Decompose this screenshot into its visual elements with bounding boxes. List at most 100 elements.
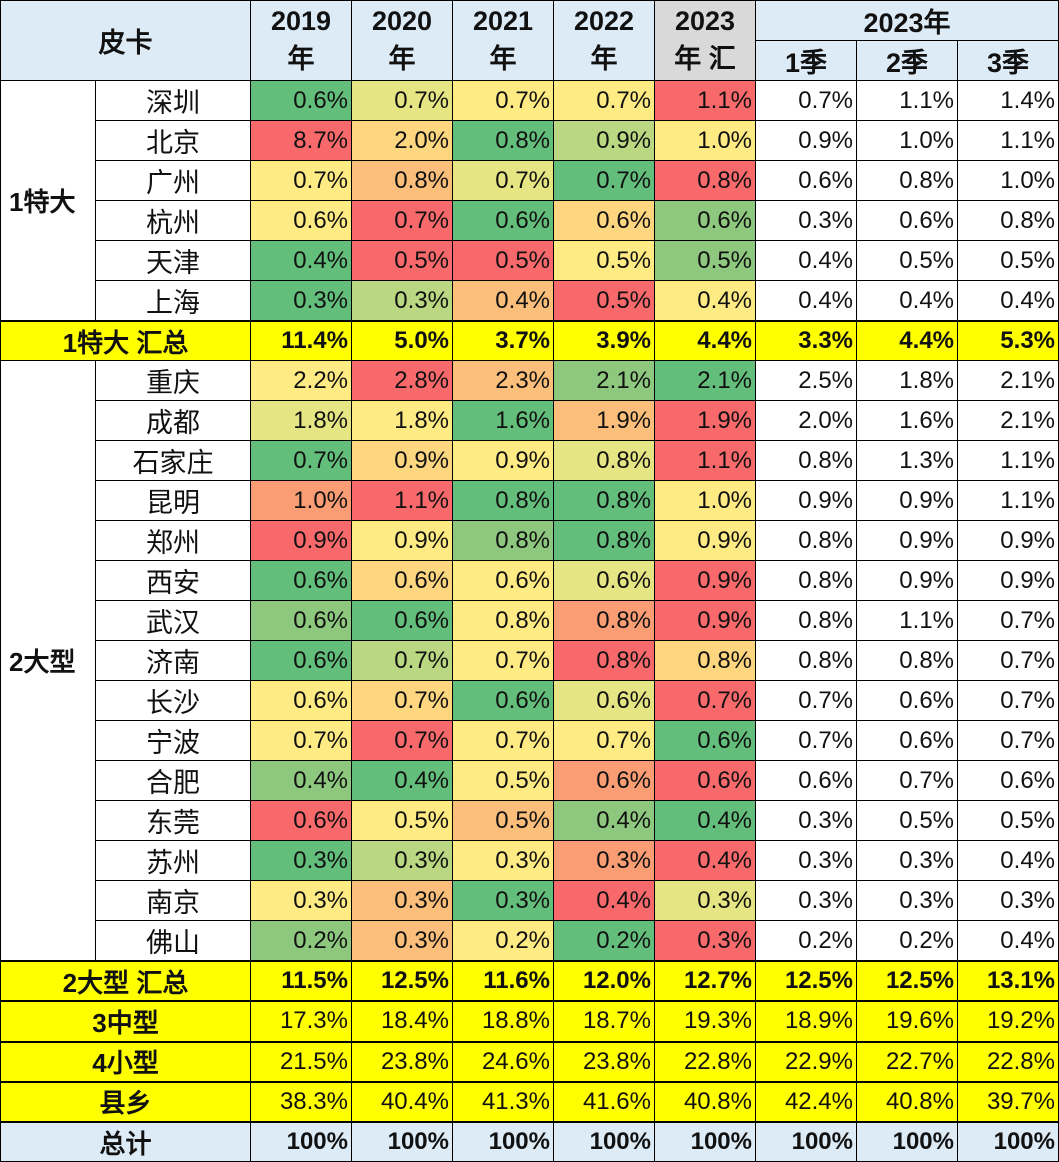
- value-cell: 40.4%: [351, 1080, 453, 1123]
- table-row: 广州 0.7% 0.8% 0.7% 0.7% 0.8% 0.6% 0.8% 1.0%: [1, 160, 1059, 201]
- city-label: 武汉: [95, 600, 251, 642]
- value-cell: 0.8%: [755, 440, 857, 482]
- value-cell: 0.7%: [452, 80, 554, 121]
- city-label: 上海: [95, 280, 251, 322]
- value-cell: 0.7%: [250, 720, 352, 762]
- value-cell: 0.8%: [856, 640, 958, 682]
- table-row: 西安 0.6% 0.6% 0.6% 0.6% 0.9% 0.8% 0.9% 0.9%: [1, 560, 1059, 602]
- city-label: 杭州: [95, 200, 251, 241]
- value-cell: 0.6%: [957, 760, 1059, 802]
- city-label: 深圳: [95, 80, 251, 121]
- value-cell: 0.6%: [452, 200, 554, 241]
- value-cell: 0.5%: [957, 800, 1059, 842]
- value-cell: 0.7%: [553, 160, 655, 201]
- value-cell: 1.6%: [452, 400, 554, 442]
- value-cell: 18.4%: [351, 1000, 453, 1043]
- value-cell: 38.3%: [250, 1080, 352, 1123]
- value-cell: 0.8%: [553, 640, 655, 682]
- value-cell: 2.0%: [351, 120, 453, 161]
- quarter-header: 3季: [957, 40, 1059, 81]
- value-cell: 0.8%: [553, 440, 655, 482]
- value-cell: 0.5%: [856, 800, 958, 842]
- value-cell: 0.3%: [351, 880, 453, 922]
- year-label: 2020: [371, 5, 433, 36]
- value-cell: 0.9%: [755, 120, 857, 161]
- value-cell: 11.4%: [250, 320, 352, 362]
- value-cell: 0.4%: [755, 280, 857, 322]
- value-cell: 100%: [957, 1120, 1059, 1162]
- value-cell: 0.6%: [351, 560, 453, 602]
- year-suffix: 年: [590, 43, 618, 74]
- value-cell: 4.4%: [856, 320, 958, 362]
- table-row: 北京 8.7% 2.0% 0.8% 0.9% 1.0% 0.9% 1.0% 1.1%: [1, 120, 1059, 161]
- value-cell: 0.7%: [957, 640, 1059, 682]
- year-header: 2021 年: [452, 0, 554, 81]
- value-cell: 0.9%: [856, 560, 958, 602]
- value-cell: 0.6%: [654, 720, 756, 762]
- city-label: 宁波: [95, 720, 251, 762]
- value-cell: 23.8%: [351, 1040, 453, 1083]
- value-cell: 0.8%: [755, 520, 857, 562]
- value-cell: 0.5%: [452, 800, 554, 842]
- value-cell: 0.7%: [755, 80, 857, 121]
- city-label: 东莞: [95, 800, 251, 842]
- value-cell: 4.4%: [654, 320, 756, 362]
- group-label: 2大型: [0, 360, 96, 963]
- value-cell: 3.9%: [553, 320, 655, 362]
- value-cell: 0.8%: [755, 560, 857, 602]
- value-cell: 1.0%: [654, 120, 756, 161]
- value-cell: 0.5%: [351, 800, 453, 842]
- year-header: 2022 年: [553, 0, 655, 81]
- value-cell: 0.8%: [452, 480, 554, 522]
- value-cell: 0.8%: [553, 600, 655, 642]
- value-cell: 1.1%: [957, 440, 1059, 482]
- value-cell: 0.5%: [553, 240, 655, 281]
- table-row: 天津 0.4% 0.5% 0.5% 0.5% 0.5% 0.4% 0.5% 0.5%: [1, 240, 1059, 281]
- value-cell: 0.3%: [250, 880, 352, 922]
- value-cell: 0.6%: [553, 760, 655, 802]
- value-cell: 0.7%: [553, 80, 655, 121]
- value-cell: 0.3%: [452, 880, 554, 922]
- value-cell: 100%: [755, 1120, 857, 1162]
- value-cell: 0.4%: [452, 280, 554, 322]
- year-suffix: 年: [489, 43, 517, 74]
- value-cell: 0.4%: [755, 240, 857, 281]
- value-cell: 0.6%: [452, 680, 554, 722]
- table-row: 东莞 0.6% 0.5% 0.5% 0.4% 0.4% 0.3% 0.5% 0.5%: [1, 800, 1059, 842]
- value-cell: 41.6%: [553, 1080, 655, 1123]
- city-label: 天津: [95, 240, 251, 281]
- value-cell: 0.7%: [351, 80, 453, 121]
- value-cell: 100%: [553, 1120, 655, 1162]
- value-cell: 0.3%: [755, 200, 857, 241]
- value-cell: 0.6%: [250, 640, 352, 682]
- value-cell: 17.3%: [250, 1000, 352, 1043]
- value-cell: 0.4%: [654, 280, 756, 322]
- value-cell: 18.9%: [755, 1000, 857, 1043]
- value-cell: 12.0%: [553, 960, 655, 1002]
- value-cell: 0.6%: [250, 600, 352, 642]
- value-cell: 11.6%: [452, 960, 554, 1002]
- value-cell: 0.7%: [957, 680, 1059, 722]
- value-cell: 0.5%: [957, 240, 1059, 281]
- value-cell: 39.7%: [957, 1080, 1059, 1123]
- value-cell: 19.3%: [654, 1000, 756, 1043]
- value-cell: 0.7%: [351, 720, 453, 762]
- value-cell: 0.3%: [654, 880, 756, 922]
- value-cell: 0.4%: [957, 840, 1059, 882]
- value-cell: 1.0%: [856, 120, 958, 161]
- value-cell: 0.8%: [452, 120, 554, 161]
- value-cell: 0.7%: [957, 600, 1059, 642]
- value-cell: 0.7%: [452, 160, 554, 201]
- tier-label: 县乡: [0, 1080, 251, 1123]
- value-cell: 0.7%: [351, 200, 453, 241]
- city-label: 石家庄: [95, 440, 251, 482]
- tier-row: 3中型 17.3% 18.4% 18.8% 18.7% 19.3% 18.9% 19.6% 19…: [0, 1000, 1059, 1043]
- value-cell: 0.3%: [755, 800, 857, 842]
- value-cell: 1.0%: [654, 480, 756, 522]
- value-cell: 0.6%: [755, 160, 857, 201]
- value-cell: 11.5%: [250, 960, 352, 1002]
- value-cell: 0.5%: [856, 240, 958, 281]
- value-cell: 0.3%: [452, 840, 554, 882]
- value-cell: 0.2%: [553, 920, 655, 962]
- table-row: 2大型 重庆 2.2% 2.8% 2.3% 2.1% 2.1% 2.5% 1.8% 2.1%: [0, 360, 1059, 963]
